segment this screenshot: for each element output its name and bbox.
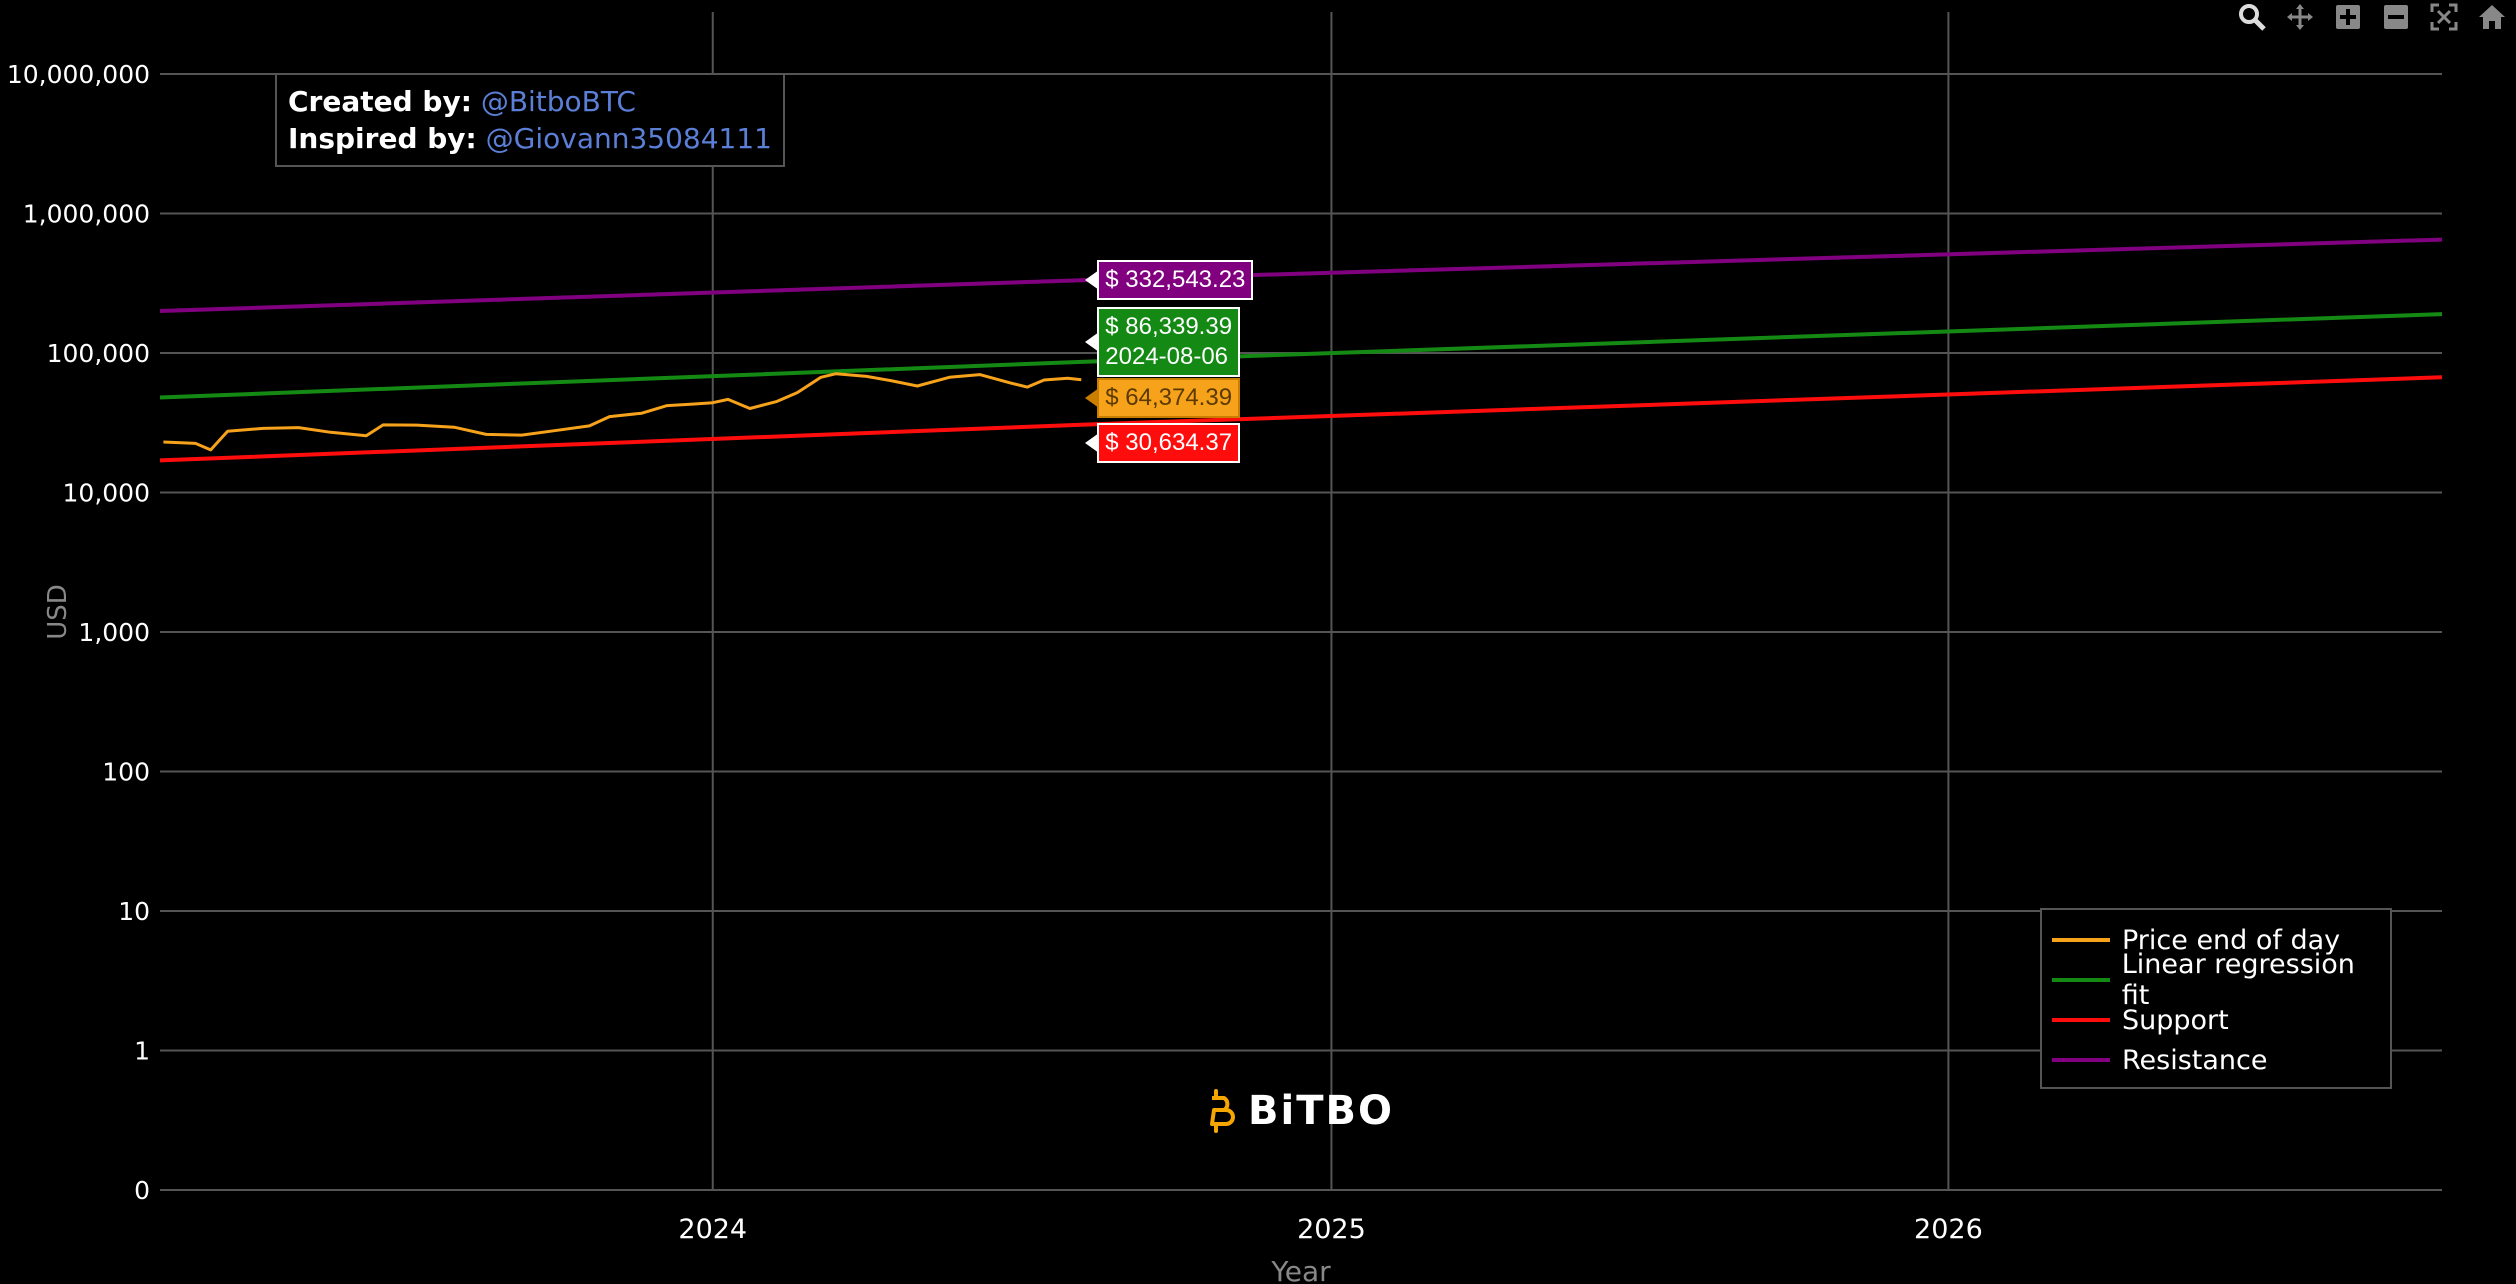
reset-axes-icon <box>2479 5 2505 29</box>
tooltip-support-value: $ 30,634.37 <box>1105 428 1233 456</box>
y-tick-label: 10,000,000 <box>7 60 150 89</box>
created-by-row: Created by: @BitboBTC <box>288 83 772 120</box>
legend-label-support: Support <box>2122 1004 2229 1036</box>
y-tick-label: 0 <box>134 1176 150 1205</box>
zoom-button[interactable] <box>2228 0 2276 34</box>
legend-swatch-support <box>2052 1018 2110 1022</box>
y-tick-label: 100,000 <box>47 339 150 368</box>
zoom-out-button[interactable] <box>2372 0 2420 34</box>
series-line-price-end-of-day <box>163 372 1082 452</box>
y-tick-labels: 10,000,0001,000,000100,00010,0001,000100… <box>7 60 150 1205</box>
created-by-link[interactable]: @BitboBTC <box>480 85 636 118</box>
y-tick-label: 1 <box>134 1037 150 1066</box>
tooltip-fit: $ 86,339.39 2024-08-06 <box>1085 306 1241 377</box>
legend-item-support[interactable]: Support <box>2052 1000 2390 1040</box>
autoscale-icon <box>2430 3 2458 31</box>
series-line-support <box>159 375 2443 463</box>
zoom-out-icon <box>2384 5 2408 29</box>
y-tick-label: 10 <box>118 897 150 926</box>
tooltip-resistance: $ 332,543.23 <box>1085 260 1254 301</box>
legend: Price end of day Linear regression fit S… <box>2040 908 2392 1089</box>
created-by-label: Created by: <box>288 85 472 118</box>
pan-button[interactable] <box>2276 0 2324 34</box>
y-axis-label: USD <box>43 584 73 640</box>
zoom-icon <box>2239 4 2266 31</box>
grid-lines <box>160 12 2442 1191</box>
legend-swatch-price <box>2052 938 2110 942</box>
x-tick-label: 2024 <box>678 1214 747 1245</box>
legend-item-price[interactable]: Price end of day <box>2052 920 2390 960</box>
tooltip-date: 2024-08-06 <box>1105 342 1229 370</box>
tooltip-fit-value: $ 86,339.39 <box>1105 312 1233 340</box>
legend-item-resistance[interactable]: Resistance <box>2052 1040 2390 1080</box>
tooltip-price: $ 64,374.39 <box>1085 377 1241 418</box>
y-tick-label: 1,000 <box>78 618 150 647</box>
legend-item-fit[interactable]: Linear regression fit <box>2052 949 2390 1011</box>
credits-box: Created by: @BitboBTC Inspired by: @Giov… <box>275 73 785 167</box>
bitbo-logo-text: BiTBO <box>1248 1088 1394 1134</box>
tooltip-price-value: $ 64,374.39 <box>1105 383 1233 411</box>
autoscale-button[interactable] <box>2420 0 2468 34</box>
bitbo-logo: BiTBO <box>1208 1088 1394 1134</box>
zoom-in-button[interactable] <box>2324 0 2372 34</box>
bitbo-logo-icon <box>1210 1089 1235 1133</box>
legend-label-fit: Linear regression fit <box>2121 949 2355 1011</box>
series-line-resistance <box>159 237 2443 313</box>
inspired-by-row: Inspired by: @Giovann35084111 <box>288 120 772 157</box>
inspired-by-label: Inspired by: <box>288 122 477 155</box>
tooltip-support: $ 30,634.37 <box>1085 422 1241 463</box>
y-tick-label: 1,000,000 <box>23 200 150 229</box>
legend-swatch-resistance <box>2052 1058 2110 1062</box>
legend-swatch-fit <box>2052 978 2110 982</box>
reset-axes-button[interactable] <box>2468 0 2516 34</box>
pan-icon <box>2287 4 2313 30</box>
legend-label-resistance: Resistance <box>2122 1044 2268 1076</box>
legend-label-price: Price end of day <box>2122 924 2341 956</box>
series-lines <box>159 237 2443 463</box>
modebar <box>2228 0 2516 34</box>
x-tick-label: 2026 <box>1914 1214 1983 1245</box>
x-tick-label: 2025 <box>1297 1214 1366 1245</box>
inspired-by-link[interactable]: @Giovann35084111 <box>485 122 772 155</box>
y-tick-label: 10,000 <box>63 479 150 508</box>
y-tick-label: 100 <box>102 758 150 787</box>
x-tick-labels: 2024 2025 2026 <box>678 1214 1982 1245</box>
zoom-in-icon <box>2336 5 2360 29</box>
series-line-linear-regression-fit <box>159 312 2443 400</box>
tooltip-resistance-value: $ 332,543.23 <box>1105 266 1246 294</box>
x-axis-label: Year <box>1270 1255 1331 1284</box>
